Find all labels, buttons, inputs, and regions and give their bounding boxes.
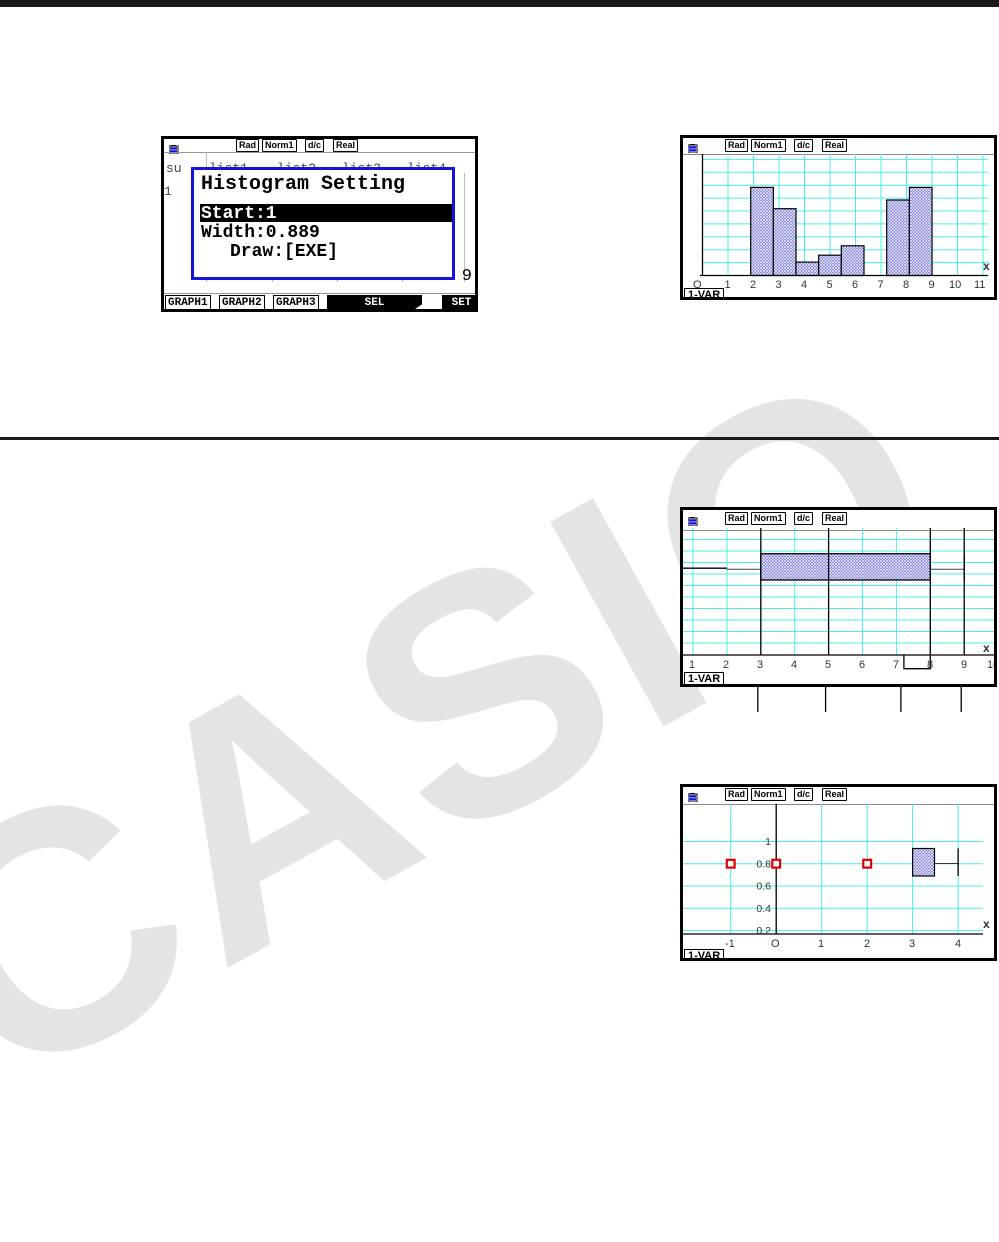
svg-text:0.4: 0.4 <box>756 903 771 915</box>
svg-text:1: 1 <box>765 836 771 848</box>
svg-text:7: 7 <box>893 659 899 671</box>
svg-text:x: x <box>983 917 990 931</box>
svg-text:x: x <box>983 259 990 273</box>
svg-text:-1: -1 <box>725 938 735 950</box>
svg-text:3: 3 <box>776 279 782 291</box>
svg-text:10: 10 <box>949 279 961 291</box>
svg-text:6: 6 <box>852 279 858 291</box>
svg-text:3: 3 <box>757 659 763 671</box>
svg-text:2: 2 <box>723 659 729 671</box>
svg-text:0.6: 0.6 <box>756 881 771 893</box>
svg-text:1: 1 <box>689 659 695 671</box>
svg-text:11: 11 <box>974 279 985 291</box>
svg-text:O: O <box>771 938 780 950</box>
svg-text:2: 2 <box>864 938 870 950</box>
svg-text:4: 4 <box>955 938 961 950</box>
svg-text:10: 10 <box>987 659 997 671</box>
svg-text:8: 8 <box>903 279 909 291</box>
svg-text:4: 4 <box>801 279 807 291</box>
svg-text:8: 8 <box>927 659 933 671</box>
svg-text:9: 9 <box>929 279 935 291</box>
svg-text:0.2: 0.2 <box>756 925 771 937</box>
svg-text:x: x <box>983 641 990 655</box>
svg-text:4: 4 <box>791 659 797 671</box>
svg-text:9: 9 <box>961 659 967 671</box>
svg-text:5: 5 <box>825 659 831 671</box>
svg-text:0.8: 0.8 <box>756 858 771 870</box>
svg-text:1: 1 <box>818 938 824 950</box>
svg-text:6: 6 <box>859 659 865 671</box>
svg-text:2: 2 <box>750 279 756 291</box>
svg-text:1: 1 <box>725 279 731 291</box>
svg-text:5: 5 <box>827 279 833 291</box>
svg-text:7: 7 <box>878 279 884 291</box>
svg-text:3: 3 <box>909 938 915 950</box>
